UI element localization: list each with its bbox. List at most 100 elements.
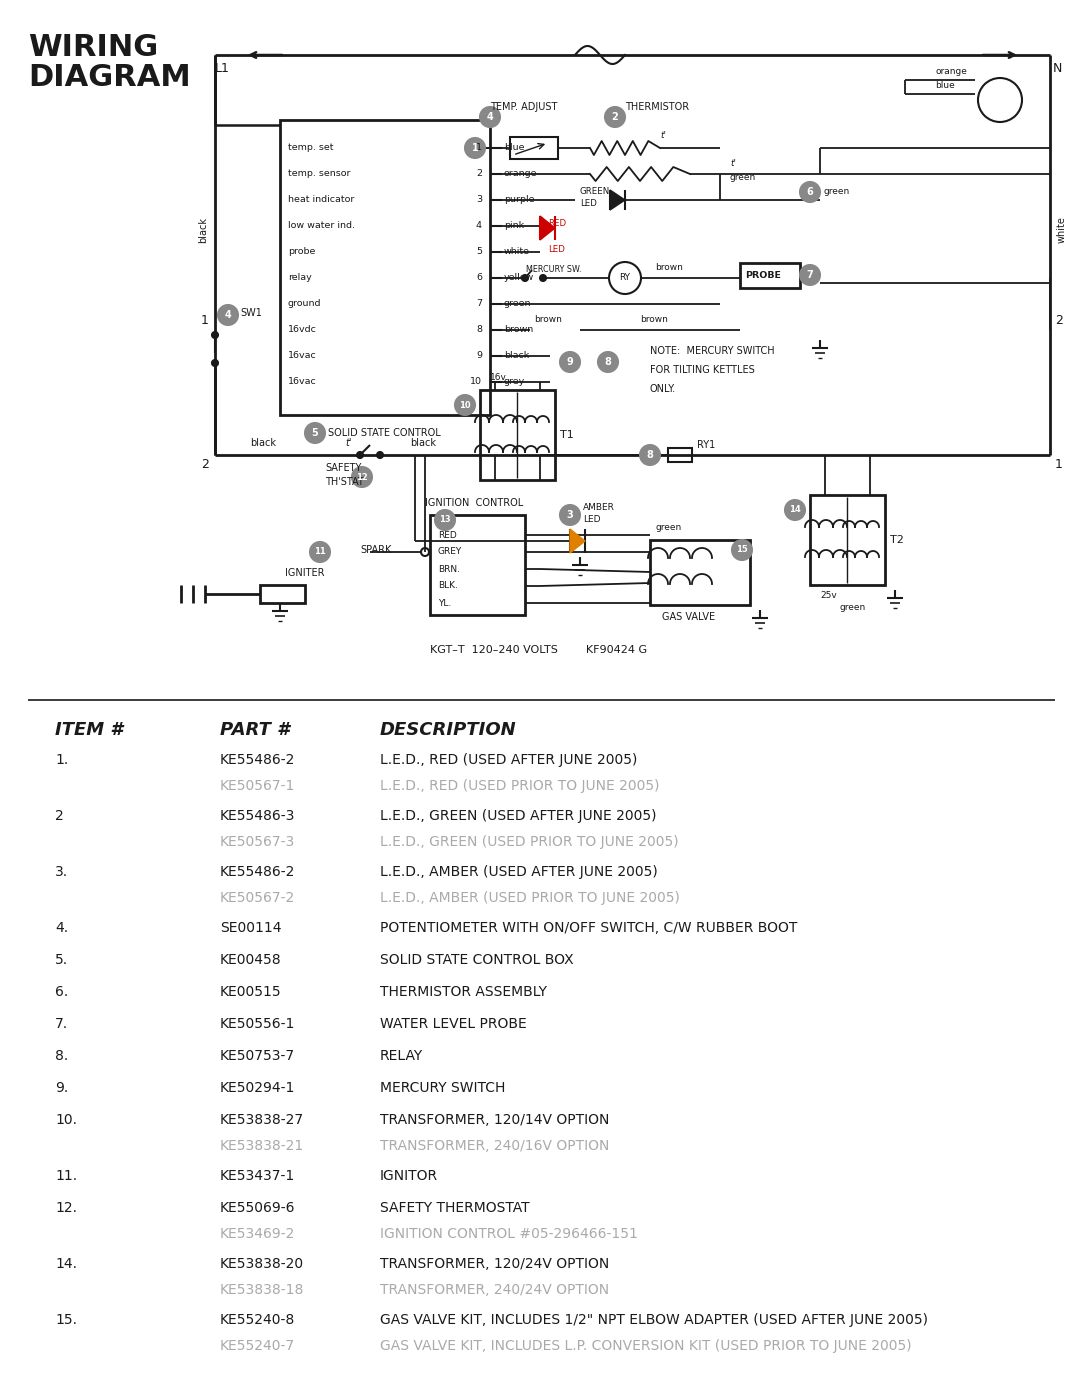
- Bar: [260, 585, 305, 604]
- Text: orange: orange: [935, 67, 967, 77]
- Text: 1.: 1.: [55, 753, 68, 767]
- Text: ITEM #: ITEM #: [55, 721, 123, 739]
- Text: 5: 5: [476, 247, 482, 257]
- Text: GREEN: GREEN: [580, 187, 610, 197]
- Text: SOLID STATE CONTROL BOX: SOLID STATE CONTROL BOX: [380, 953, 573, 967]
- Circle shape: [377, 453, 383, 458]
- Text: green: green: [654, 524, 681, 532]
- Polygon shape: [570, 529, 585, 553]
- Text: L.E.D., AMBER (USED AFTER JUNE 2005): L.E.D., AMBER (USED AFTER JUNE 2005): [380, 865, 658, 879]
- Circle shape: [218, 305, 238, 326]
- Text: SAFETY THERMOSTAT: SAFETY THERMOSTAT: [380, 1201, 529, 1215]
- Text: TRANSFORMER, 240/16V OPTION: TRANSFORMER, 240/16V OPTION: [380, 1139, 609, 1153]
- Text: yellow: yellow: [504, 274, 535, 282]
- Text: 3.: 3.: [55, 865, 68, 879]
- Text: RED: RED: [548, 218, 566, 228]
- Text: 15.: 15.: [55, 1313, 77, 1327]
- Text: KE50567-3: KE50567-3: [220, 835, 295, 849]
- Circle shape: [561, 504, 580, 525]
- Circle shape: [357, 453, 363, 458]
- Text: L.E.D., GREEN (USED AFTER JUNE 2005): L.E.D., GREEN (USED AFTER JUNE 2005): [380, 809, 657, 823]
- Text: IGNITER: IGNITER: [285, 569, 324, 578]
- Text: 1: 1: [476, 144, 482, 152]
- Text: YL.: YL.: [438, 598, 451, 608]
- Text: THERMISTOR: THERMISTOR: [625, 102, 689, 112]
- Text: KE00458: KE00458: [220, 953, 282, 967]
- Text: 2: 2: [476, 169, 482, 179]
- Text: green: green: [840, 602, 866, 612]
- Bar: [810, 495, 885, 585]
- Text: 1: 1: [201, 313, 208, 327]
- Text: 16v: 16v: [490, 373, 507, 383]
- Text: L1: L1: [215, 63, 230, 75]
- Text: TRANSFORMER, 120/14V OPTION: TRANSFORMER, 120/14V OPTION: [380, 1113, 609, 1127]
- Text: black: black: [249, 439, 276, 448]
- Text: SPARK: SPARK: [360, 545, 391, 555]
- Text: L.E.D., RED (USED AFTER JUNE 2005): L.E.D., RED (USED AFTER JUNE 2005): [380, 753, 637, 767]
- Text: brown: brown: [640, 316, 667, 324]
- Text: 9.: 9.: [55, 1081, 68, 1095]
- Circle shape: [212, 360, 218, 366]
- Text: 12.: 12.: [55, 1201, 77, 1215]
- Text: 2: 2: [55, 809, 64, 823]
- Text: probe: probe: [288, 247, 315, 257]
- Text: KE55069-6: KE55069-6: [220, 1201, 296, 1215]
- Text: black: black: [198, 217, 208, 243]
- Text: brown: brown: [504, 326, 534, 334]
- Circle shape: [522, 275, 528, 281]
- Text: green: green: [730, 173, 756, 183]
- Text: POTENTIOMETER WITH ON/OFF SWITCH, C/W RUBBER BOOT: POTENTIOMETER WITH ON/OFF SWITCH, C/W RU…: [380, 921, 797, 935]
- Text: 4: 4: [476, 222, 482, 231]
- Text: 14: 14: [789, 506, 801, 514]
- Text: 3: 3: [476, 196, 482, 204]
- Circle shape: [455, 395, 475, 415]
- Text: KE53838-27: KE53838-27: [220, 1113, 305, 1127]
- Text: blue: blue: [935, 81, 955, 91]
- Text: AMBER: AMBER: [583, 503, 615, 511]
- Text: 16vac: 16vac: [288, 352, 316, 360]
- Text: 10.: 10.: [55, 1113, 77, 1127]
- Text: white: white: [504, 247, 530, 257]
- Text: KE55486-2: KE55486-2: [220, 753, 295, 767]
- Text: t': t': [345, 439, 351, 448]
- Text: white: white: [1057, 217, 1067, 243]
- Text: SW1: SW1: [240, 307, 261, 319]
- Text: 25v: 25v: [820, 591, 837, 599]
- Text: KE53838-21: KE53838-21: [220, 1139, 305, 1153]
- Text: 1: 1: [472, 142, 478, 154]
- Text: LED: LED: [583, 514, 600, 524]
- Text: TRANSFORMER, 240/24V OPTION: TRANSFORMER, 240/24V OPTION: [380, 1282, 609, 1296]
- Bar: [510, 137, 558, 159]
- Text: heat indicator: heat indicator: [288, 196, 354, 204]
- Text: KE50556-1: KE50556-1: [220, 1017, 295, 1031]
- Text: 2: 2: [1055, 313, 1063, 327]
- Text: t': t': [730, 159, 735, 169]
- Text: GAS VALVE: GAS VALVE: [662, 612, 715, 622]
- Text: WATER LEVEL PROBE: WATER LEVEL PROBE: [380, 1017, 527, 1031]
- Text: 13: 13: [440, 515, 450, 524]
- Text: N: N: [1053, 63, 1063, 75]
- Text: 4: 4: [225, 310, 231, 320]
- Text: 15: 15: [737, 545, 747, 555]
- Circle shape: [480, 108, 500, 127]
- Text: brown: brown: [534, 316, 562, 324]
- Text: SE00114: SE00114: [220, 921, 282, 935]
- Text: RELAY: RELAY: [380, 1049, 423, 1063]
- Text: KE53838-18: KE53838-18: [220, 1282, 305, 1296]
- Text: 2: 2: [201, 458, 208, 472]
- Text: blue: blue: [504, 144, 525, 152]
- Text: IGNITION  CONTROL: IGNITION CONTROL: [426, 497, 523, 509]
- Circle shape: [352, 467, 372, 488]
- Text: 11.: 11.: [55, 1169, 77, 1183]
- Bar: [740, 263, 800, 288]
- Text: BLK.: BLK.: [438, 581, 458, 591]
- Bar: [669, 448, 692, 462]
- Text: RY1: RY1: [697, 440, 715, 450]
- Text: KE55486-2: KE55486-2: [220, 865, 295, 879]
- Circle shape: [561, 352, 580, 372]
- Text: FOR TILTING KETTLES: FOR TILTING KETTLES: [650, 365, 755, 374]
- Text: 2: 2: [611, 112, 619, 122]
- Text: DESCRIPTION: DESCRIPTION: [380, 721, 516, 739]
- Text: L.E.D., AMBER (USED PRIOR TO JUNE 2005): L.E.D., AMBER (USED PRIOR TO JUNE 2005): [380, 891, 680, 905]
- Text: IGNITOR: IGNITOR: [380, 1169, 438, 1183]
